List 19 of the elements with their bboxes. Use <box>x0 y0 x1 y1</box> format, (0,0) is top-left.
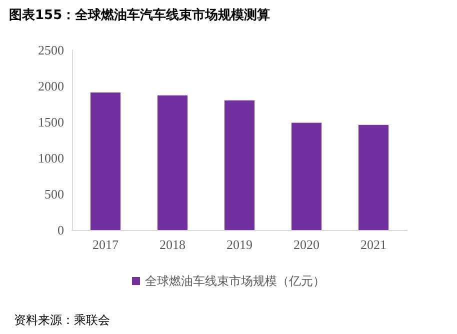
x-tick-label: 2018 <box>160 237 186 252</box>
y-tick-label: 0 <box>58 222 64 238</box>
legend-label: 全球燃油车线束市场规模（亿元） <box>145 274 325 288</box>
text: 资料来源：乘联会 <box>14 313 110 327</box>
x-tick-label: 2020 <box>294 237 320 252</box>
bar <box>224 100 254 230</box>
chart-title: 图表155：全球燃油车汽车线束市场规模测算 <box>9 7 270 23</box>
y-tick-label: 1500 <box>38 114 64 130</box>
y-tick-label: 2500 <box>38 42 64 58</box>
bar <box>292 122 322 230</box>
bar <box>358 124 388 230</box>
bar <box>158 95 188 230</box>
y-tick-label: 2000 <box>38 78 64 94</box>
y-tick-label: 500 <box>44 186 64 202</box>
x-tick-label: 2017 <box>92 237 119 252</box>
x-tick-label: 2019 <box>226 237 252 252</box>
bar <box>90 92 120 230</box>
x-tick-label: 2021 <box>360 237 386 252</box>
y-tick-label: 1000 <box>38 150 64 166</box>
